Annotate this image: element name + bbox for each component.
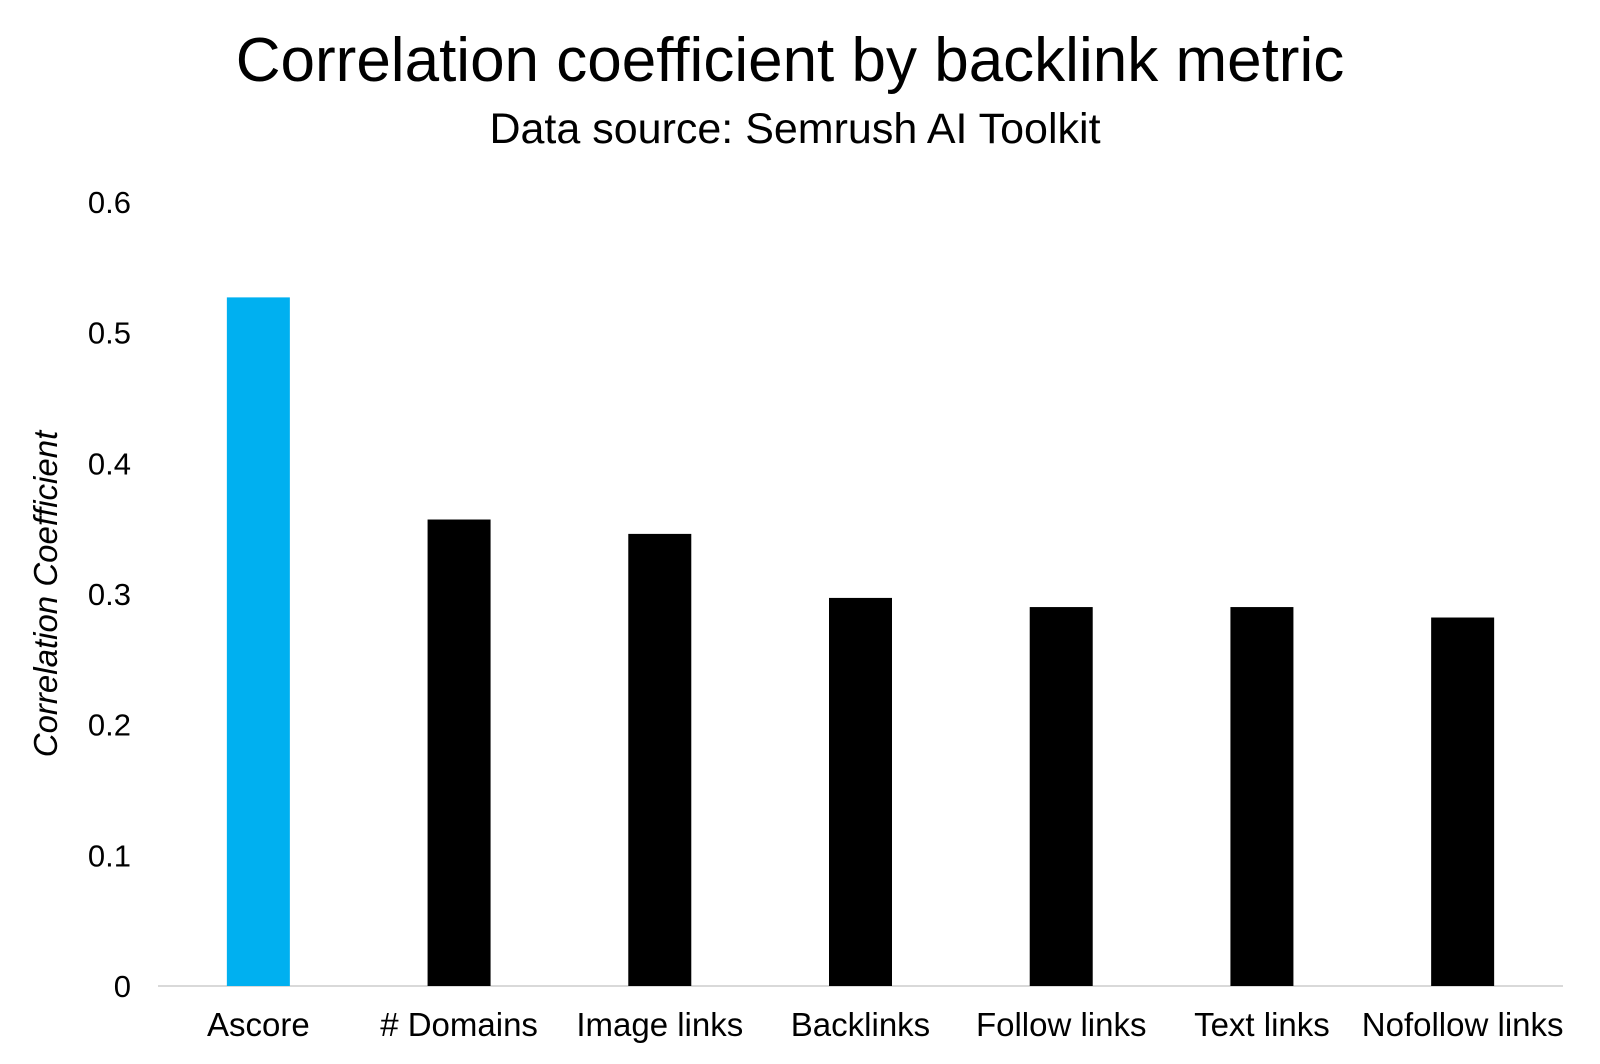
x-axis-label-domains: # Domains [380,1006,538,1043]
x-axis-label-ascore: Ascore [207,1006,310,1043]
bar-follow-links [1029,607,1093,986]
chart-title: Correlation coefficient by backlink metr… [235,26,1345,95]
bar-image-links [628,533,692,986]
y-tick-label-0-4: 0.4 [88,446,131,481]
x-axis-label-follow-links: Follow links [976,1006,1147,1043]
x-axis-label-image-links: Image links [576,1006,743,1043]
bar-domains [427,519,491,986]
x-axis-label-backlinks: Backlinks [791,1006,930,1043]
x-axis-label-nofollow-links: Nofollow links [1362,1006,1564,1043]
y-tick-label-0-6: 0.6 [88,185,131,220]
y-tick-label-0-3: 0.3 [88,577,131,612]
bar-backlinks [829,597,892,986]
y-tick-label-0-1: 0.1 [88,838,131,873]
bar-ascore [226,297,290,986]
y-tick-label-0-2: 0.2 [88,708,131,743]
y-axis-title: Correlation Coefficient [27,429,64,757]
x-axis-label-text-links: Text links [1194,1006,1330,1043]
bar-nofollow-links [1431,617,1495,986]
bar-text-links [1230,607,1294,986]
chart-subtitle: Data source: Semrush AI Toolkit [489,105,1101,153]
y-tick-label-0: 0 [114,969,131,1004]
y-tick-label-0-5: 0.5 [88,316,131,351]
